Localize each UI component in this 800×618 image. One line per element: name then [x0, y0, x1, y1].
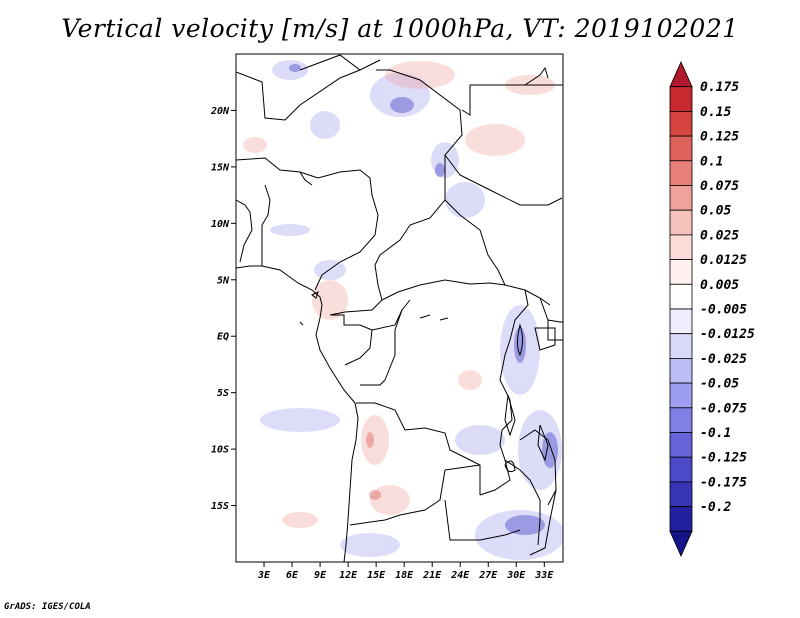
colorbar-swatch: [669, 61, 693, 88]
lon-tick-label: 18E: [395, 570, 414, 581]
colorbar-swatch: [669, 481, 693, 507]
lon-tick-label: 12E: [339, 570, 358, 581]
colorbar-swatch: [669, 506, 693, 532]
colorbar-level-label: -0.2: [700, 500, 731, 515]
colorbar-swatch: [669, 185, 693, 211]
colorbar-swatch: [669, 308, 693, 335]
colorbar-swatch: [669, 530, 693, 557]
colorbar-swatch: [669, 407, 693, 433]
colorbar-swatch: [669, 357, 693, 384]
colorbar-swatch: [669, 382, 693, 409]
lat-tick-label: 15N: [211, 162, 230, 173]
colorbar-swatch: [669, 283, 693, 310]
colorbar-level-label: 0.175: [700, 80, 739, 95]
colorbar-swatch: [669, 333, 693, 359]
colorbar-level-label: -0.025: [700, 352, 747, 367]
colorbar-swatch: [669, 209, 693, 236]
lat-tick-label: 10S: [211, 445, 229, 456]
lon-tick-label: 27E: [478, 570, 498, 581]
colorbar-swatch: [669, 160, 693, 186]
map-title: Vertical velocity [m/s] at 1000hPa, VT: …: [61, 14, 739, 43]
colorbar-level-label: -0.1: [700, 426, 731, 441]
lon-tick-label: 3E: [257, 570, 271, 581]
colorbar-level-label: 0.1: [700, 154, 723, 169]
colorbar-level-label: -0.05: [700, 377, 739, 392]
lat-tick-label: EQ: [217, 332, 229, 343]
lon-tick-label: 24E: [450, 570, 470, 581]
colorbar-level-label: 0.075: [700, 179, 739, 194]
colorbar-level-label: -0.0125: [700, 327, 755, 342]
colorbar-swatch: [669, 259, 693, 285]
latitude-axis: 20N 15N 10N 5N EQ 5S 10S 15S: [210, 106, 236, 512]
lat-tick-label: 5N: [217, 275, 230, 286]
colorbar-level-label: 0.05: [700, 204, 731, 219]
colorbar-level-label: -0.075: [700, 401, 747, 416]
lon-tick-label: 33E: [534, 570, 554, 581]
colorbar: 0.175 0.15 0.125 0.1 0.075 0.05 0.025 0.0125 0.0…: [669, 61, 755, 557]
colorbar-level-label: 0.15: [700, 105, 731, 120]
longitude-axis: 3E 6E 9E 12E 15E 18E 21E 24E 27E 30E 33E: [257, 562, 554, 581]
map-frame: [235, 53, 564, 563]
colorbar-level-label: 0.125: [700, 130, 739, 145]
lon-tick-label: 21E: [422, 570, 442, 581]
colorbar-level-label: 0.0125: [700, 253, 747, 268]
colorbar-swatch: [669, 86, 693, 112]
lat-tick-label: 15S: [211, 501, 229, 512]
colorbar-swatch: [669, 135, 693, 162]
credit-label: GrADS: IGES/COLA: [4, 602, 91, 612]
lat-tick-label: 10N: [211, 219, 230, 230]
lon-tick-label: 15E: [367, 570, 386, 581]
map-frame-bg: [236, 54, 563, 562]
colorbar-level-label: 0.025: [700, 228, 739, 243]
colorbar-swatch: [669, 456, 693, 483]
colorbar-swatch: [669, 234, 693, 260]
lon-tick-label: 9E: [314, 570, 327, 581]
colorbar-swatch: [669, 432, 693, 458]
colorbar-level-label: -0.175: [700, 475, 747, 490]
colorbar-level-label: -0.005: [700, 303, 747, 318]
boundaries: [236, 54, 563, 562]
colorbar-level-label: -0.125: [700, 451, 747, 466]
lon-tick-label: 6E: [286, 570, 299, 581]
colorbar-level-label: 0.005: [700, 278, 739, 293]
colorbar-swatch: [669, 111, 693, 137]
lat-tick-label: 5S: [217, 388, 229, 399]
lon-tick-label: 30E: [506, 570, 526, 581]
lat-tick-label: 20N: [210, 106, 230, 117]
